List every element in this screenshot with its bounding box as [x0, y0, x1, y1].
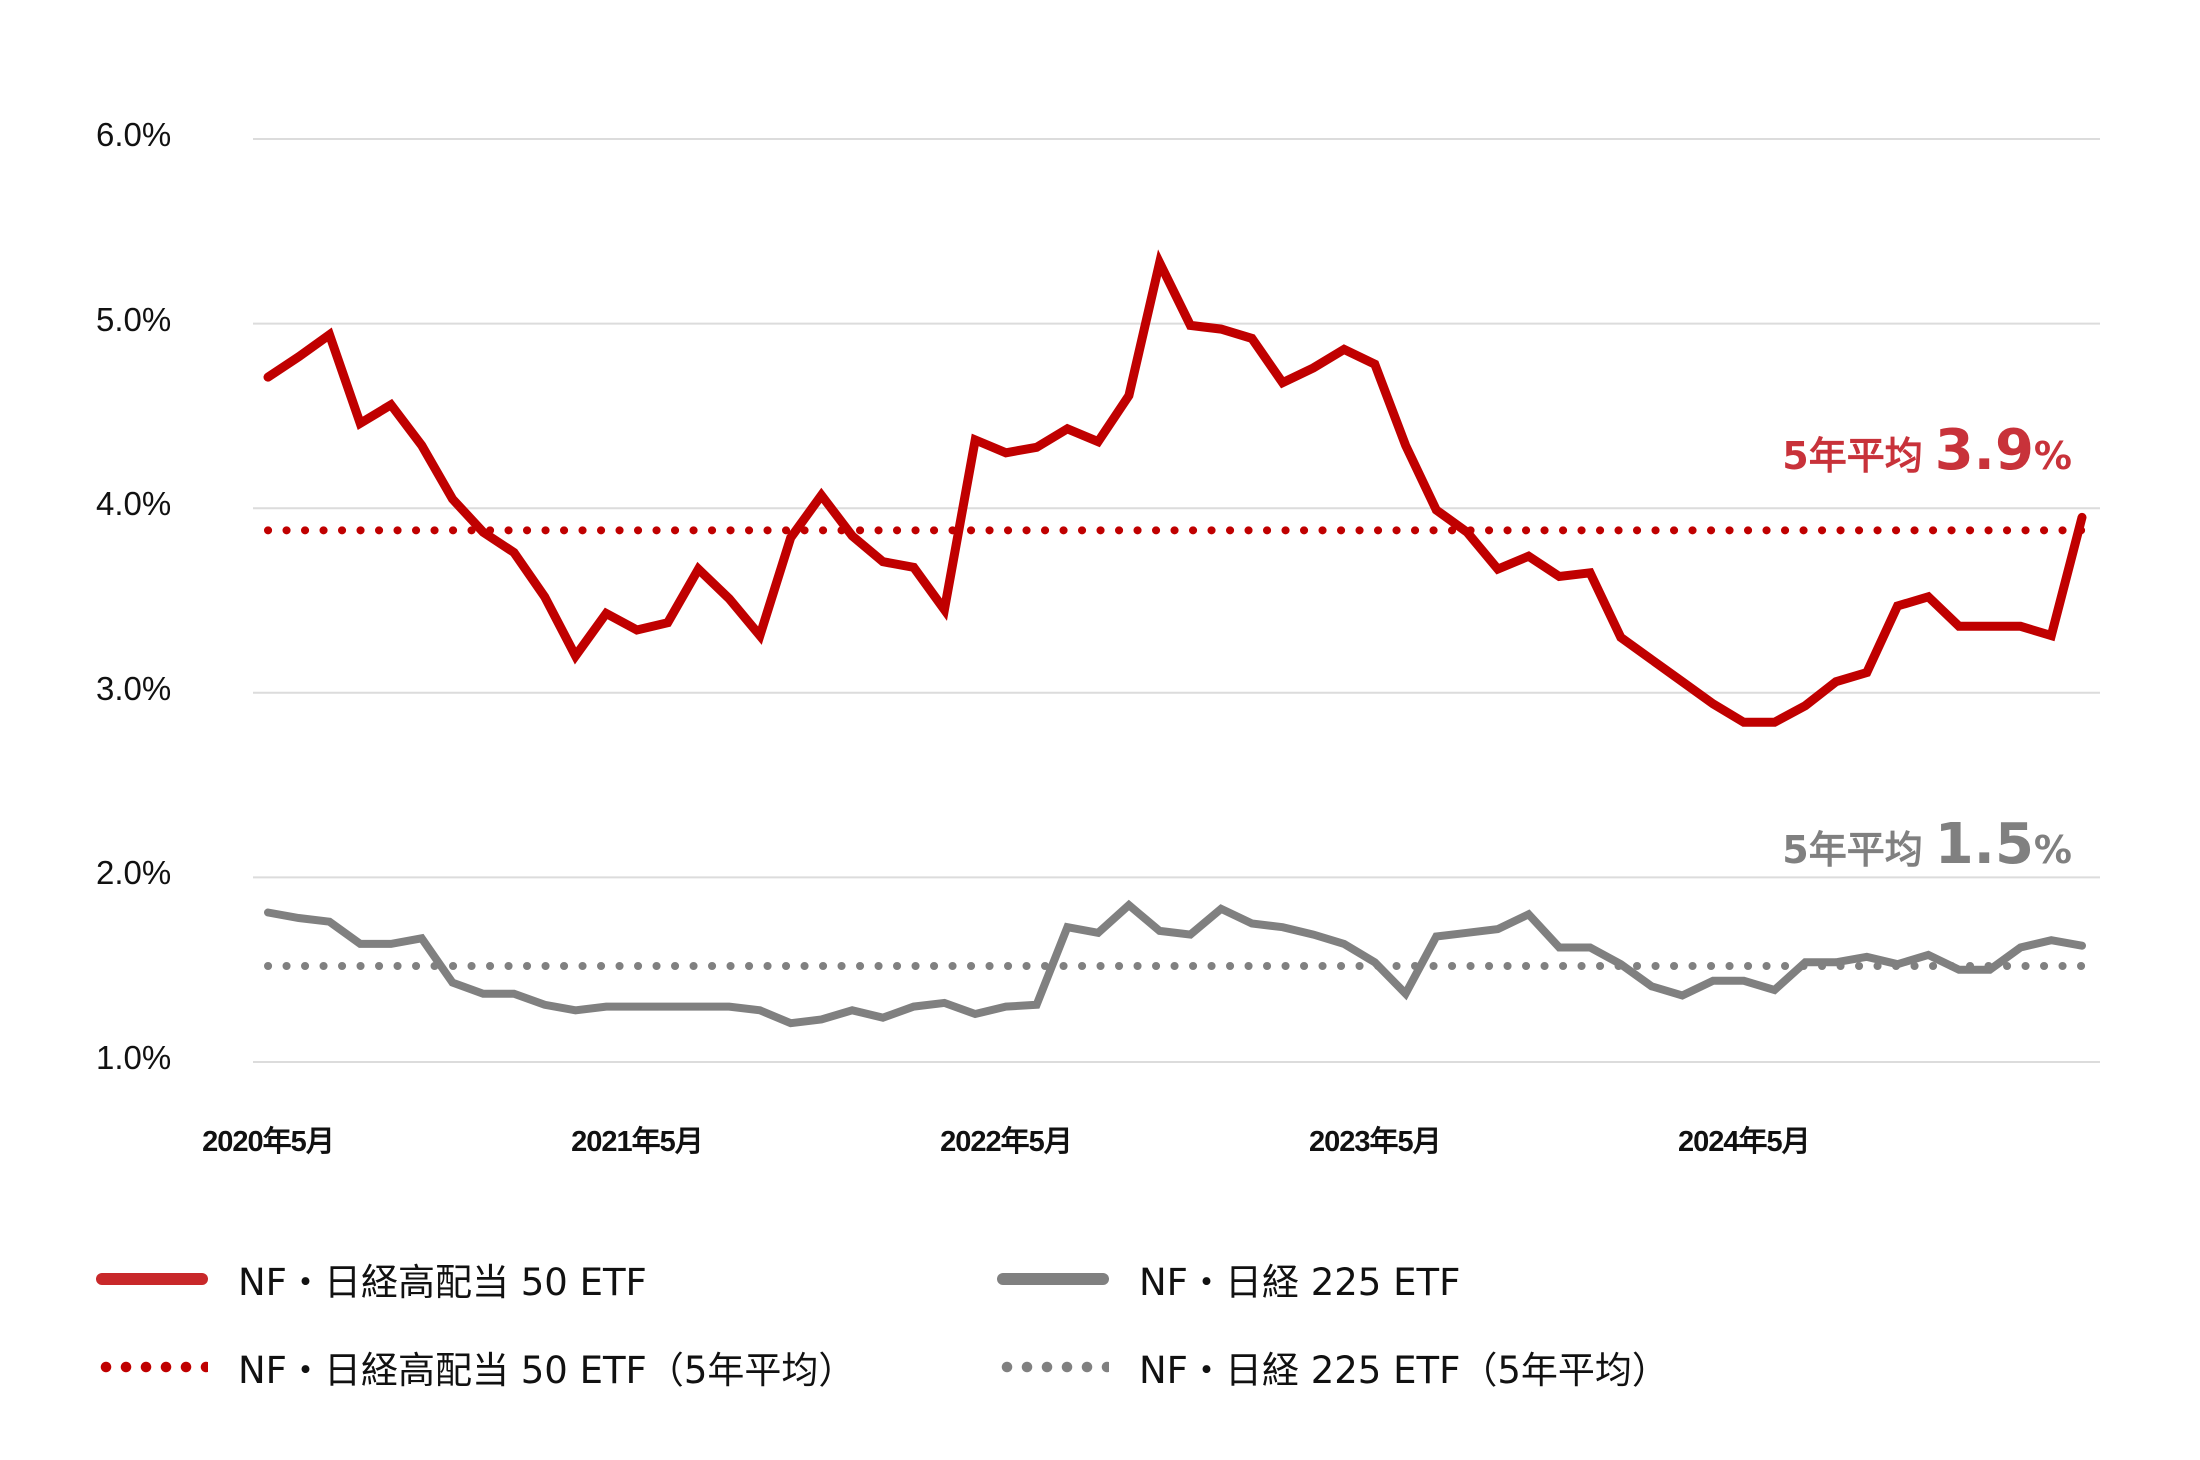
y-tick-label: 6.0% [96, 116, 172, 153]
x-tick-label: 2021年5月 [571, 1126, 704, 1158]
y-tick-label: 1.0% [96, 1039, 172, 1076]
gridlines [253, 138, 2100, 1063]
annotation-value: 1.5 [1934, 812, 2034, 877]
dotted-line-swatch-icon [96, 1361, 208, 1373]
dotted-line-swatch-icon [997, 1361, 1109, 1373]
y-tick-label: 4.0% [96, 485, 172, 523]
legend-item-high-dividend-average: NF・日経高配当 50 ETF（5年平均） [96, 1339, 855, 1395]
series-lines [263, 249, 2087, 1028]
solid-line-swatch-icon [997, 1273, 1109, 1285]
legend-item-nikkei225: NF・日経 225 ETF [997, 1251, 1460, 1307]
series-line [264, 899, 2086, 1028]
x-tick-label: 2024年5月 [1677, 1126, 1811, 1158]
nikkei225-average-annotation: 5年平均 1.5% [1782, 812, 2072, 877]
annotation-prefix: 5年平均 [1782, 828, 1923, 872]
solid-line-swatch-icon [96, 1273, 208, 1285]
annotation-unit: % [2033, 828, 2072, 872]
legend-label: NF・日経 225 ETF [1139, 1261, 1461, 1304]
legend-label: NF・日経 225 ETF（5年平均） [1139, 1349, 1669, 1392]
y-tick-label: 2.0% [96, 854, 172, 892]
high-dividend-average-annotation: 5年平均 3.9% [1782, 418, 2072, 483]
series-line [263, 249, 2087, 727]
annotation-unit: % [2033, 434, 2072, 478]
x-tick-label: 2022年5月 [940, 1126, 1073, 1158]
average-lines [264, 526, 2086, 971]
annotation-value: 3.9 [1934, 418, 2034, 483]
legend-item-high-dividend: NF・日経高配当 50 ETF [96, 1251, 647, 1307]
x-tick-label: 2023年5月 [1309, 1126, 1442, 1158]
legend-item-nikkei225-average: NF・日経 225 ETF（5年平均） [997, 1339, 1669, 1395]
legend-label: NF・日経高配当 50 ETF [238, 1261, 647, 1304]
legend-label: NF・日経高配当 50 ETF（5年平均） [238, 1349, 856, 1392]
x-tick-label: 2020年5月 [202, 1126, 335, 1158]
y-tick-label: 3.0% [96, 669, 172, 707]
annotation-prefix: 5年平均 [1782, 434, 1923, 478]
y-tick-label: 5.0% [96, 300, 172, 338]
